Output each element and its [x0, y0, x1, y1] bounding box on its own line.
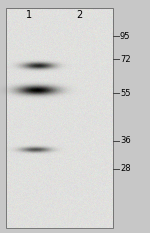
- Text: 28: 28: [120, 164, 131, 173]
- Text: 72: 72: [120, 55, 131, 64]
- Text: 55: 55: [120, 89, 130, 98]
- Text: 1: 1: [26, 10, 32, 21]
- Text: 36: 36: [120, 137, 131, 145]
- Text: 95: 95: [120, 32, 130, 41]
- Bar: [6, 8, 113, 228]
- Text: 2: 2: [76, 10, 83, 21]
